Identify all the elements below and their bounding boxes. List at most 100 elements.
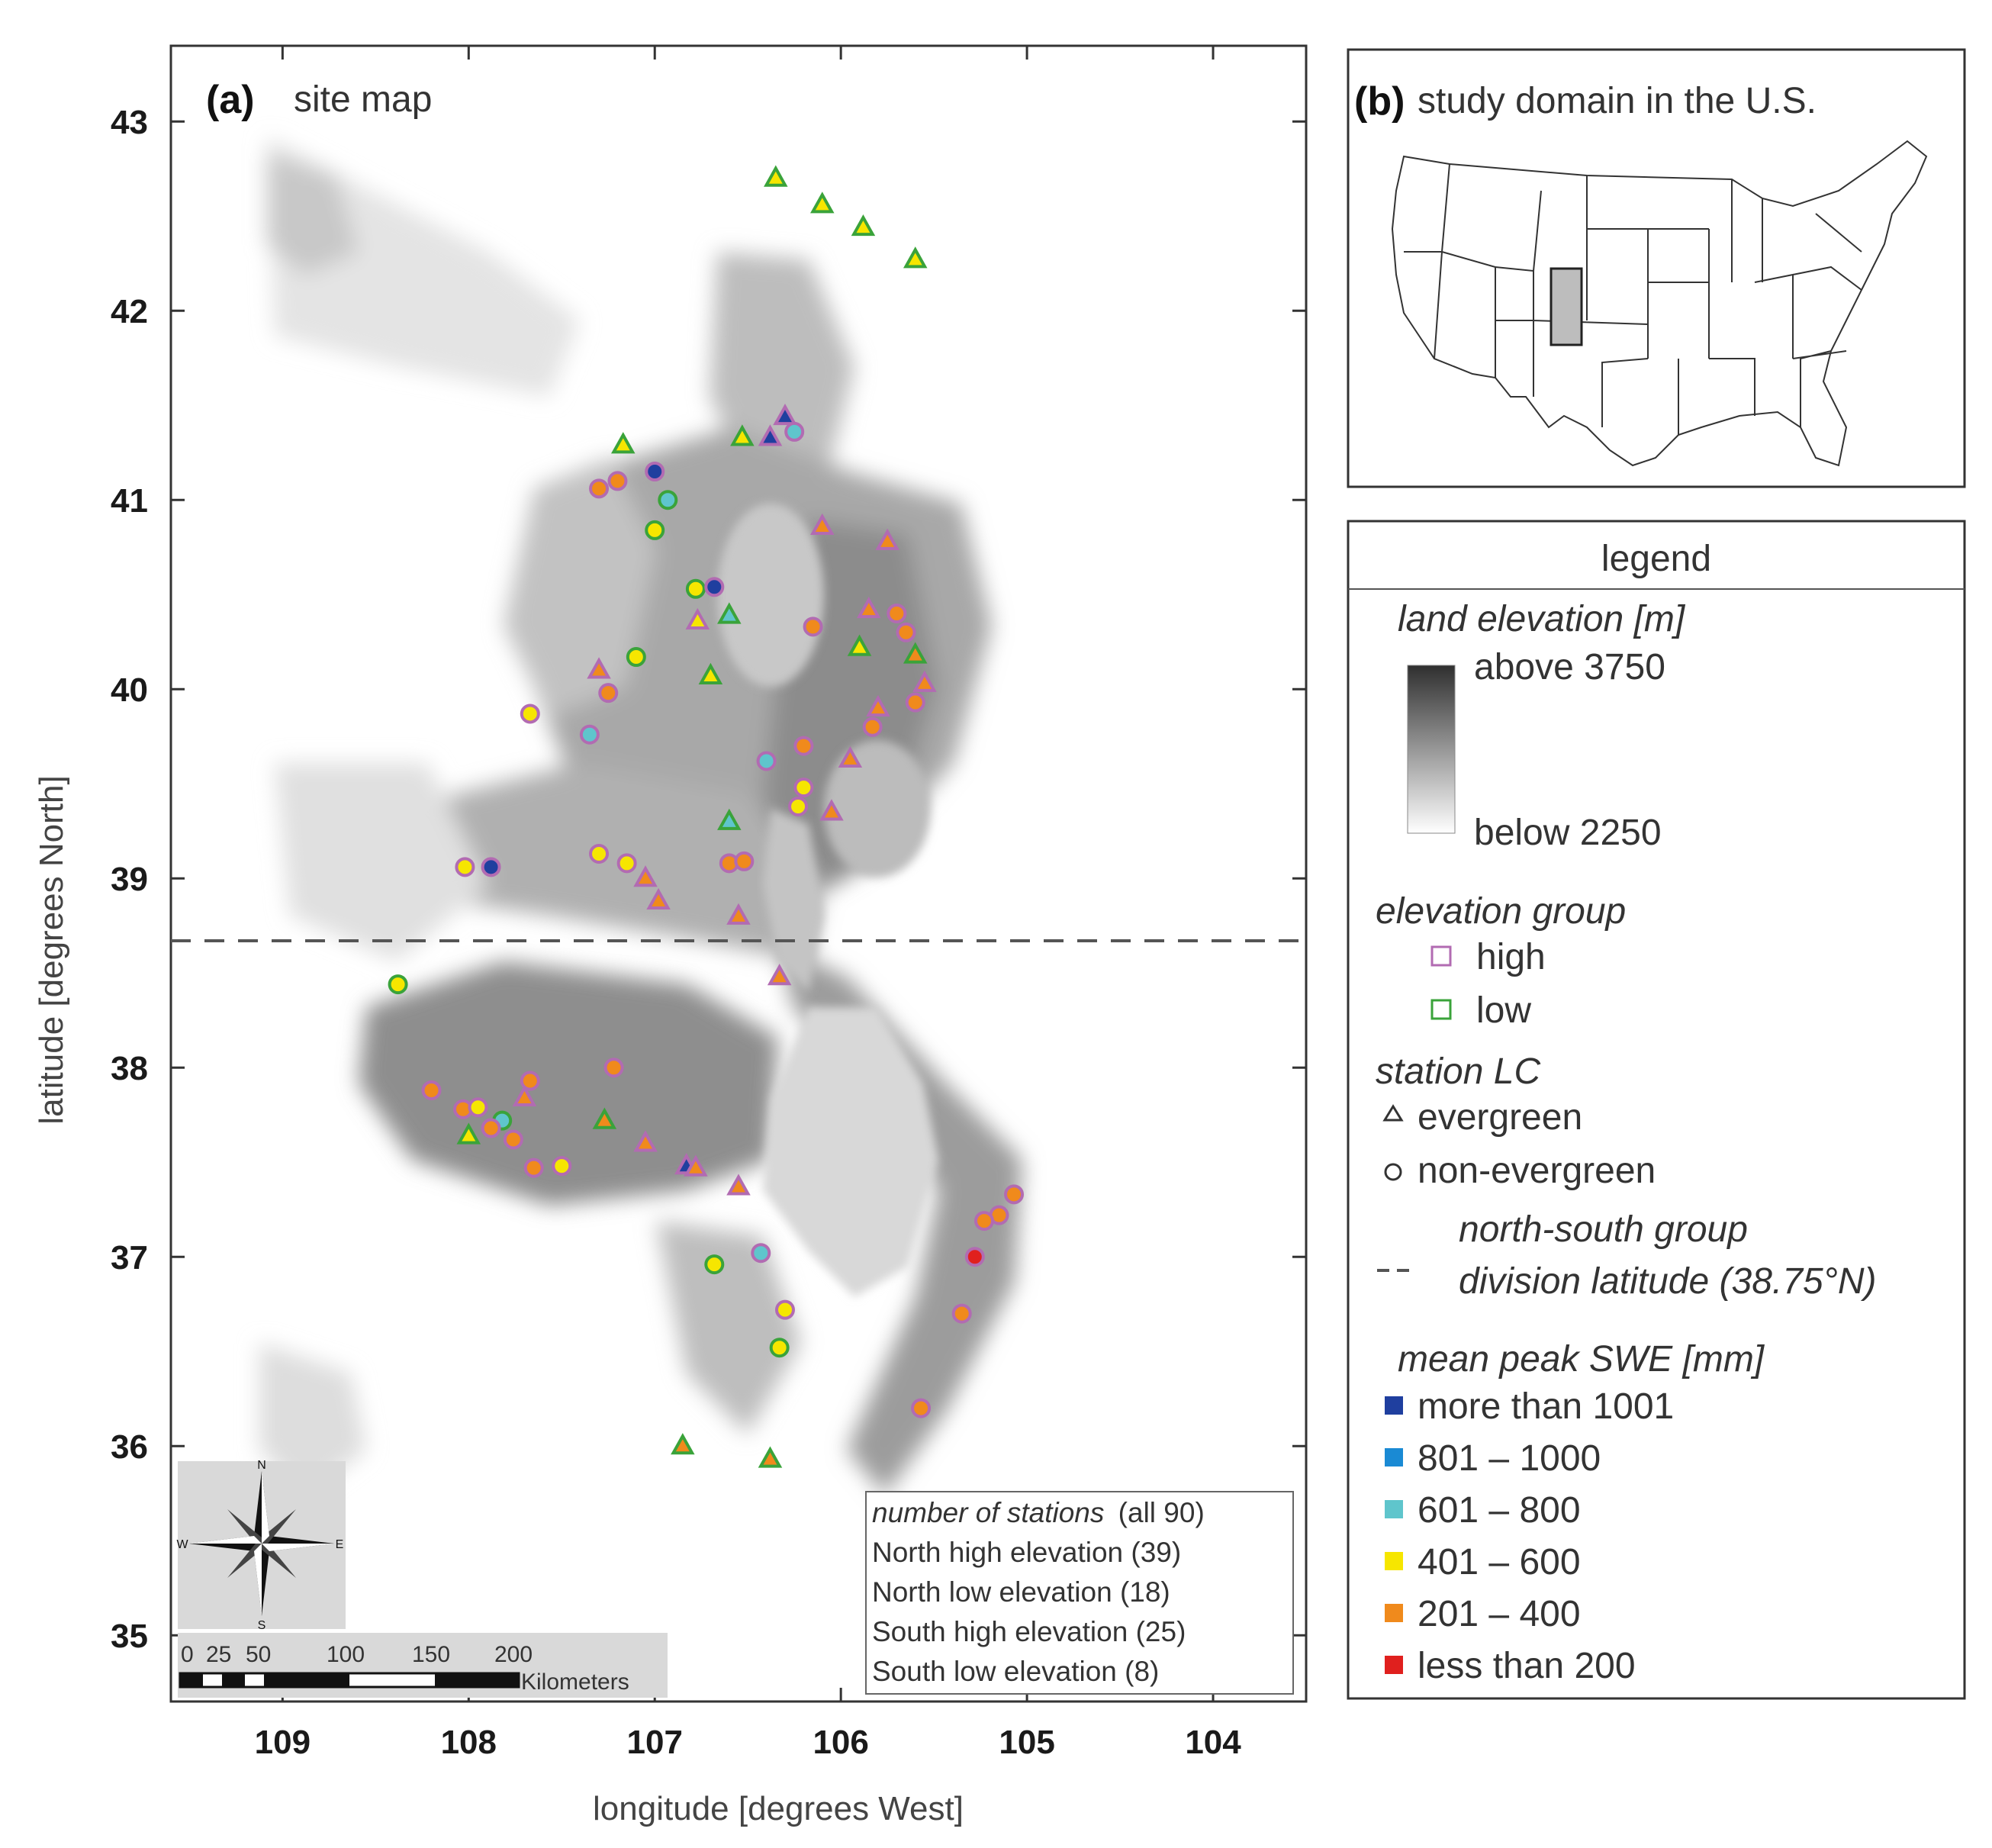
west-plateau	[275, 763, 488, 961]
station-marker-nonevergreen	[503, 1129, 523, 1150]
station-marker-nonevergreen	[455, 857, 475, 877]
station-marker-evergreen	[903, 246, 928, 269]
station-marker-evergreen	[764, 165, 788, 187]
swe-label: 201 – 400	[1418, 1594, 1581, 1634]
station-marker-evergreen	[758, 1446, 783, 1468]
group-high-swatch	[1430, 945, 1452, 967]
station-marker-nonevergreen	[520, 703, 540, 724]
station-marker-nonevergreen	[973, 1211, 994, 1231]
y-tick-label: 42	[111, 293, 148, 330]
southern-nm-ranges	[656, 1221, 801, 1434]
station-marker-nonevergreen	[751, 1243, 771, 1264]
swe-label: less than 200	[1418, 1646, 1636, 1686]
us-outline-map	[1391, 140, 1928, 467]
lc-nonevergreen-label: non-evergreen	[1418, 1151, 1656, 1191]
y-tick-label: 43	[111, 104, 148, 141]
sangre-de-cristo	[778, 946, 1022, 1495]
panel-b-frame	[1347, 48, 1966, 488]
y-axis-title: latitude [degrees North]	[33, 775, 70, 1124]
station-marker-evergreen	[717, 602, 742, 624]
compass-n: N	[257, 1459, 266, 1472]
station-marker-evergreen	[684, 1154, 708, 1177]
x-axis-title: longitude [degrees West]	[593, 1790, 964, 1827]
us-border-icon	[1391, 140, 1928, 467]
swe-label: 601 – 800	[1418, 1490, 1581, 1531]
count-north-high: North high elevation (39)	[872, 1537, 1181, 1568]
counts-title-rest: (all 90)	[1118, 1497, 1205, 1528]
group-high-label: high	[1476, 937, 1546, 977]
group-head: elevation group	[1376, 891, 1626, 932]
station-marker-nonevergreen	[520, 1070, 540, 1091]
san-luis-valley	[763, 1007, 938, 1297]
station-marker-nonevergreen	[388, 974, 408, 995]
y-tick-label: 37	[111, 1239, 148, 1277]
legend-panel: legend land elevation [m] above 3750 bel…	[1347, 520, 1966, 1700]
station-marker-nonevergreen	[598, 683, 619, 703]
lc-head: station LC	[1376, 1051, 1540, 1092]
scale-segment-4	[435, 1673, 519, 1687]
station-marker-nonevergreen	[481, 857, 501, 877]
southwest-mesa	[259, 1343, 366, 1495]
station-markers	[388, 165, 1025, 1468]
station-marker-evergreen	[866, 694, 890, 717]
scale-label-150: 150	[412, 1642, 450, 1667]
group-low-swatch	[1430, 999, 1452, 1020]
station-marker-nonevergreen	[579, 724, 600, 745]
station-marker-evergreen	[456, 1122, 481, 1145]
station-marker-nonevergreen	[607, 471, 628, 491]
station-marker-evergreen	[810, 513, 835, 536]
elevation-head: land elevation [m]	[1398, 599, 1686, 639]
compass-e: E	[336, 1538, 344, 1551]
station-marker-nonevergreen	[734, 851, 755, 871]
map-frame	[169, 44, 1308, 1703]
x-tick-label: 105	[999, 1724, 1054, 1761]
station-marker-nonevergreen	[951, 1303, 972, 1324]
station-marker-evergreen	[726, 1174, 751, 1196]
x-axis-ticks: 109 108 107 106 105 104	[255, 46, 1241, 1761]
station-marker-nonevergreen	[685, 578, 706, 599]
station-marker-evergreen	[633, 1130, 658, 1152]
station-marker-nonevergreen	[645, 520, 665, 540]
upper-arkansas-valley	[763, 809, 824, 992]
station-marker-nonevergreen	[896, 622, 916, 642]
study-domain-rect	[1550, 267, 1583, 346]
x-tick-label: 108	[441, 1724, 497, 1761]
y-axis-ticks: 43 42 41 40 39 38 37 36 35	[111, 104, 1306, 1655]
station-marker-evergreen	[810, 192, 835, 214]
wyoming-foothills	[267, 137, 580, 397]
state-lines-icon	[1404, 163, 1862, 435]
swe-label: more than 1001	[1418, 1386, 1674, 1427]
station-marker-evergreen	[856, 596, 881, 619]
station-marker-evergreen	[767, 964, 792, 986]
station-marker-nonevergreen	[788, 796, 809, 816]
group-low-label: low	[1476, 990, 1531, 1031]
station-marker-nonevergreen	[704, 577, 725, 597]
scale-label-50: 50	[246, 1642, 271, 1667]
compass-s: S	[258, 1619, 266, 1632]
station-marker-evergreen	[851, 214, 876, 237]
station-marker-nonevergreen	[552, 1156, 572, 1177]
swe-head: mean peak SWE [mm]	[1398, 1339, 1765, 1380]
station-marker-nonevergreen	[481, 1118, 501, 1138]
station-marker-nonevergreen	[1004, 1184, 1025, 1205]
panel-b: (b) study domain in the U.S.	[1347, 48, 1966, 488]
station-marker-nonevergreen	[626, 647, 646, 668]
station-marker-evergreen	[592, 1107, 617, 1129]
station-marker-nonevergreen	[523, 1157, 544, 1178]
compass-w: W	[176, 1538, 188, 1551]
scale-label-100: 100	[327, 1642, 365, 1667]
compass-highlight-icon	[189, 1471, 334, 1616]
count-south-low: South low elevation (8)	[872, 1656, 1159, 1687]
triangle-icon	[1382, 1104, 1404, 1122]
station-marker-evergreen	[847, 634, 872, 656]
counts-title: number of stations (all 90)	[872, 1497, 1205, 1528]
station-marker-evergreen	[819, 799, 844, 821]
y-tick-label: 40	[111, 671, 148, 709]
station-marker-evergreen	[726, 903, 751, 925]
scale-label-200: 200	[494, 1642, 533, 1667]
park-range	[504, 458, 656, 717]
san-juan-mountains	[359, 961, 778, 1206]
station-marker-nonevergreen	[774, 1299, 795, 1320]
swe-swatch	[1385, 1448, 1403, 1466]
